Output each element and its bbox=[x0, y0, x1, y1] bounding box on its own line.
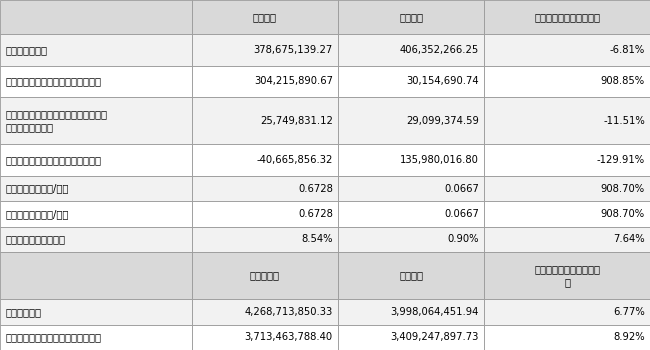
Text: -11.51%: -11.51% bbox=[603, 116, 645, 126]
Bar bbox=[338, 299, 484, 325]
Bar bbox=[192, 97, 338, 144]
Bar bbox=[338, 201, 484, 227]
Text: 加权平均净资产收益率: 加权平均净资产收益率 bbox=[5, 234, 65, 244]
Bar bbox=[338, 0, 484, 34]
Text: 908.70%: 908.70% bbox=[601, 183, 645, 194]
Bar bbox=[0, 227, 192, 252]
Bar bbox=[484, 227, 650, 252]
Text: 稀释每股收益（元/股）: 稀释每股收益（元/股） bbox=[5, 209, 69, 219]
Text: 上年度末: 上年度末 bbox=[399, 271, 423, 281]
Bar bbox=[192, 0, 338, 34]
Text: 378,675,139.27: 378,675,139.27 bbox=[254, 45, 333, 55]
Text: 908.85%: 908.85% bbox=[601, 76, 645, 86]
Text: 归属于上市公司股东的净资产（元）: 归属于上市公司股东的净资产（元） bbox=[5, 332, 101, 342]
Text: 29,099,374.59: 29,099,374.59 bbox=[406, 116, 479, 126]
Bar bbox=[192, 227, 338, 252]
Bar bbox=[338, 66, 484, 97]
Bar bbox=[0, 201, 192, 227]
Bar bbox=[484, 201, 650, 227]
Bar bbox=[484, 97, 650, 144]
Text: 经营活动产生的现金流量净额（元）: 经营活动产生的现金流量净额（元） bbox=[5, 155, 101, 165]
Text: 406,352,266.25: 406,352,266.25 bbox=[400, 45, 479, 55]
Bar bbox=[338, 97, 484, 144]
Text: 8.54%: 8.54% bbox=[302, 234, 333, 244]
Text: 基本每股收益（元/股）: 基本每股收益（元/股） bbox=[5, 183, 69, 194]
Bar bbox=[484, 176, 650, 201]
Bar bbox=[338, 176, 484, 201]
Text: 本报告期末: 本报告期末 bbox=[250, 271, 280, 281]
Bar bbox=[338, 227, 484, 252]
Bar bbox=[0, 299, 192, 325]
Bar bbox=[484, 0, 650, 34]
Text: 0.0667: 0.0667 bbox=[444, 183, 479, 194]
Text: 总资产（元）: 总资产（元） bbox=[5, 307, 41, 317]
Text: -129.91%: -129.91% bbox=[597, 155, 645, 165]
Text: 归属于上市公司股东的净利润（元）: 归属于上市公司股东的净利润（元） bbox=[5, 76, 101, 86]
Bar bbox=[0, 144, 192, 176]
Text: 本报告期末比上年度末增
减: 本报告期末比上年度末增 减 bbox=[534, 265, 600, 287]
Bar bbox=[0, 66, 192, 97]
Bar bbox=[0, 325, 192, 350]
Text: 908.70%: 908.70% bbox=[601, 209, 645, 219]
Text: 4,268,713,850.33: 4,268,713,850.33 bbox=[244, 307, 333, 317]
Bar bbox=[192, 201, 338, 227]
Text: 上年同期: 上年同期 bbox=[399, 12, 423, 22]
Bar bbox=[338, 325, 484, 350]
Bar bbox=[484, 325, 650, 350]
Text: 25,749,831.12: 25,749,831.12 bbox=[260, 116, 333, 126]
Text: 3,713,463,788.40: 3,713,463,788.40 bbox=[244, 332, 333, 342]
Text: 304,215,890.67: 304,215,890.67 bbox=[254, 76, 333, 86]
Text: 归属于上市公司股东的扣除非经常性损
益的净利润（元）: 归属于上市公司股东的扣除非经常性损 益的净利润（元） bbox=[5, 110, 107, 132]
Bar bbox=[192, 299, 338, 325]
Text: 3,409,247,897.73: 3,409,247,897.73 bbox=[391, 332, 479, 342]
Bar bbox=[484, 299, 650, 325]
Bar bbox=[0, 34, 192, 66]
Bar bbox=[192, 34, 338, 66]
Bar bbox=[0, 252, 192, 299]
Bar bbox=[0, 176, 192, 201]
Text: 本报告期: 本报告期 bbox=[253, 12, 277, 22]
Text: 0.90%: 0.90% bbox=[448, 234, 479, 244]
Text: -40,665,856.32: -40,665,856.32 bbox=[256, 155, 333, 165]
Bar bbox=[192, 325, 338, 350]
Bar bbox=[192, 176, 338, 201]
Bar bbox=[484, 252, 650, 299]
Bar bbox=[192, 252, 338, 299]
Bar bbox=[0, 97, 192, 144]
Bar bbox=[484, 66, 650, 97]
Bar bbox=[338, 144, 484, 176]
Text: 8.92%: 8.92% bbox=[613, 332, 645, 342]
Text: 6.77%: 6.77% bbox=[613, 307, 645, 317]
Bar bbox=[484, 144, 650, 176]
Bar bbox=[484, 34, 650, 66]
Text: 本报告期比上年同期增减: 本报告期比上年同期增减 bbox=[534, 12, 600, 22]
Text: -6.81%: -6.81% bbox=[610, 45, 645, 55]
Bar bbox=[192, 144, 338, 176]
Text: 营业收入（元）: 营业收入（元） bbox=[5, 45, 47, 55]
Text: 135,980,016.80: 135,980,016.80 bbox=[400, 155, 479, 165]
Text: 30,154,690.74: 30,154,690.74 bbox=[406, 76, 479, 86]
Text: 3,998,064,451.94: 3,998,064,451.94 bbox=[391, 307, 479, 317]
Bar bbox=[338, 252, 484, 299]
Text: 0.6728: 0.6728 bbox=[298, 209, 333, 219]
Bar bbox=[338, 34, 484, 66]
Bar bbox=[0, 0, 192, 34]
Bar bbox=[192, 66, 338, 97]
Text: 0.0667: 0.0667 bbox=[444, 209, 479, 219]
Text: 0.6728: 0.6728 bbox=[298, 183, 333, 194]
Text: 7.64%: 7.64% bbox=[613, 234, 645, 244]
